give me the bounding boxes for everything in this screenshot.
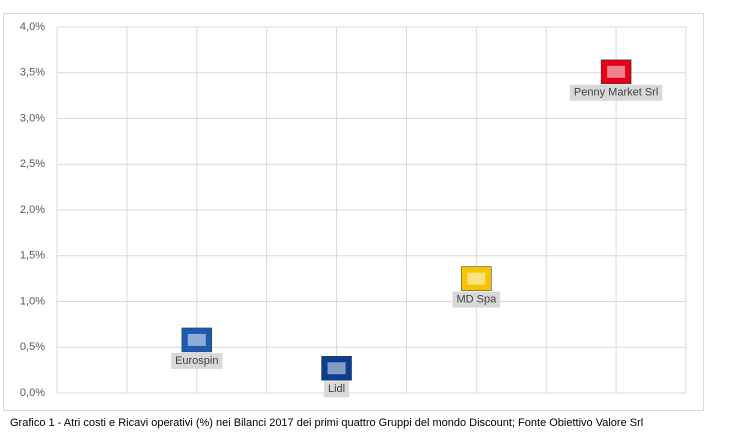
y-tick-label: 2,5% <box>20 158 45 170</box>
point <box>321 356 352 381</box>
y-tick-label: 2,0% <box>20 204 45 216</box>
data-label-group: Eurospin <box>171 352 223 369</box>
data-label: Lidl <box>328 383 345 395</box>
point <box>181 327 213 353</box>
logo-inner <box>187 333 206 346</box>
y-tick-label: 0,5% <box>20 341 45 353</box>
caption: Grafico 1 - Atri costi e Ricavi operativ… <box>10 417 643 429</box>
data-label: Eurospin <box>175 355 218 367</box>
y-tick-label: 1,5% <box>20 250 45 262</box>
y-tick-label: 4,0% <box>20 21 45 33</box>
data-label-group: MD Spa <box>452 291 501 308</box>
y-tick-label: 1,0% <box>20 295 45 307</box>
data-label: MD Spa <box>456 294 497 306</box>
point <box>461 266 492 291</box>
logo-inner <box>607 65 626 78</box>
point <box>600 59 632 85</box>
chart-border <box>3 13 704 411</box>
logo-inner <box>327 362 346 375</box>
data-label-bg <box>323 381 350 398</box>
data-label-bg <box>452 291 501 308</box>
data-label-group: Lidl <box>323 381 350 398</box>
data-label-bg <box>171 352 223 369</box>
y-tick-label: 0,0% <box>20 387 45 399</box>
logo-inner <box>467 272 486 285</box>
y-tick-label: 3,0% <box>20 112 45 124</box>
data-label-bg <box>569 84 663 101</box>
data-label: Penny Market Srl <box>574 87 658 99</box>
y-tick-label: 3,5% <box>20 67 45 79</box>
data-label-group: Penny Market Srl <box>569 84 663 101</box>
